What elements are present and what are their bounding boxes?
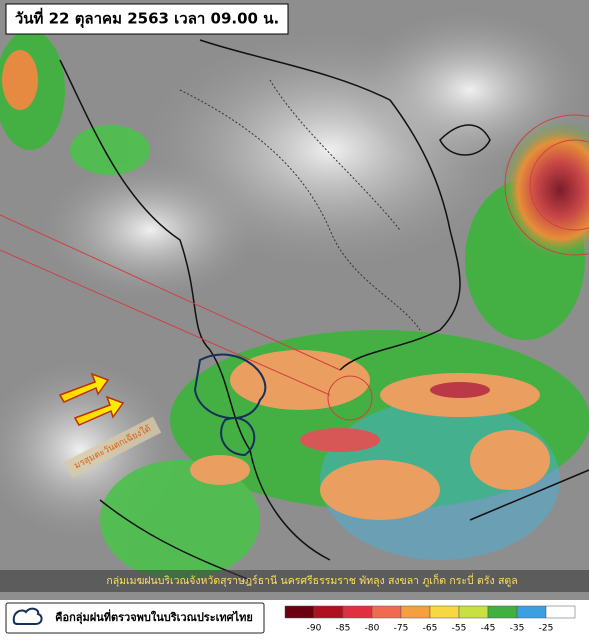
colorbar-label: -25 (539, 624, 554, 634)
colorbar: -90 -85 -80 -75 -65 -55 -45 -35 -25 (284, 605, 576, 634)
colorbar-label: -85 (336, 624, 351, 634)
rain-areas (0, 30, 589, 580)
colorbar-label: -80 (365, 624, 380, 634)
colorbar-segment (429, 605, 460, 619)
caption-bar (0, 570, 589, 592)
colorbar-label: -90 (307, 624, 322, 634)
colorbar-label: -65 (423, 624, 438, 634)
colorbar-segment (284, 605, 315, 619)
highlights (0, 114, 589, 457)
colorbar-segment (342, 605, 373, 619)
caption: กลุ่มเมฆฝนบริเวณจังหวัดสุราษฎร์ธานี นครศ… (106, 573, 517, 587)
colorbar-label: -45 (481, 624, 496, 634)
colorbar-label: -75 (394, 624, 409, 634)
title: วันที่ 22 ตุลาคม 2563 เวลา 09.00 น. (15, 8, 279, 29)
colorbar-segment (400, 605, 431, 619)
legend-label: คือกลุ่มฝนที่ตรวจพบในบริเวณประเทศไทย (55, 609, 253, 625)
coastlines (59, 39, 589, 581)
colorbar-segment (313, 605, 344, 619)
monsoon-arrows (58, 372, 125, 426)
title-box (5, 3, 289, 35)
legend-box (5, 602, 265, 634)
colorbar-label: -35 (510, 624, 525, 634)
colorbar-segment (487, 605, 518, 619)
colorbar-segment (516, 605, 547, 619)
borders (179, 79, 421, 331)
colorbar-label: -55 (452, 624, 467, 634)
colorbar-segment (371, 605, 402, 619)
legend-icon (12, 607, 43, 625)
colorbar-segment (458, 605, 489, 619)
colorbar-segment (545, 605, 576, 619)
